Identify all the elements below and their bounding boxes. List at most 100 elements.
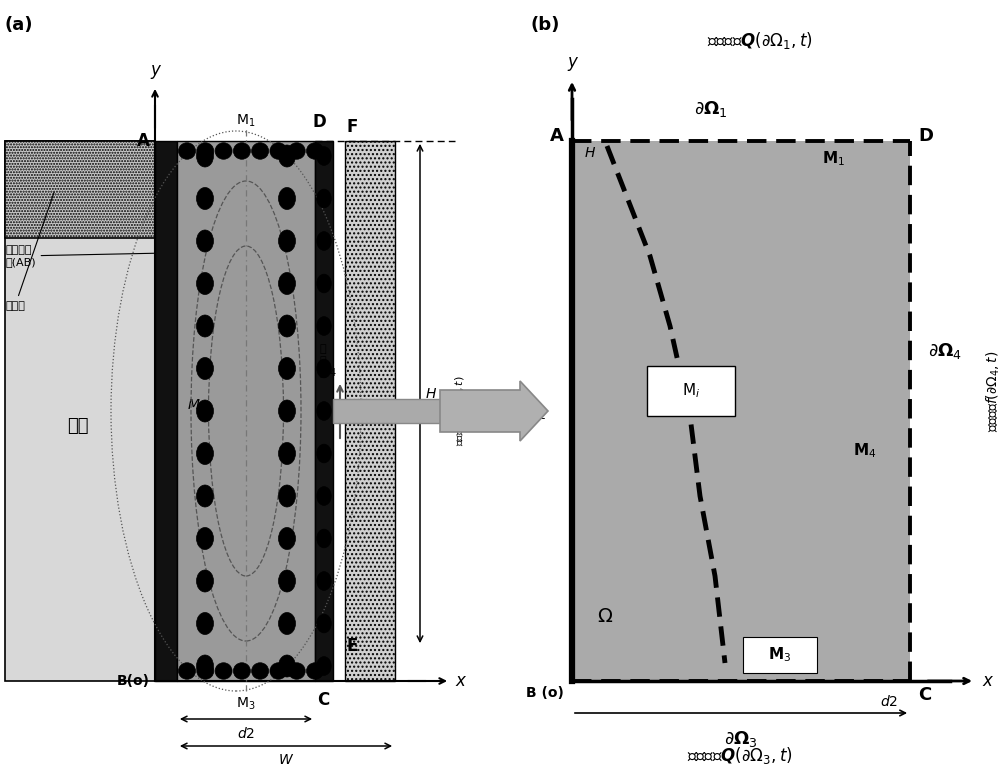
Text: x: x <box>982 672 992 690</box>
Bar <box>345 141 395 681</box>
Text: 钢液: 钢液 <box>67 417 89 435</box>
Ellipse shape <box>317 147 331 165</box>
Text: $d2$: $d2$ <box>880 694 898 709</box>
Text: $W$: $W$ <box>278 753 294 767</box>
Ellipse shape <box>317 529 331 548</box>
Text: D: D <box>918 127 933 145</box>
Ellipse shape <box>196 570 213 592</box>
Ellipse shape <box>215 143 232 159</box>
Ellipse shape <box>288 143 305 159</box>
Ellipse shape <box>317 656 331 675</box>
Ellipse shape <box>317 444 331 462</box>
Ellipse shape <box>278 442 296 465</box>
Ellipse shape <box>317 614 331 633</box>
Ellipse shape <box>196 358 213 379</box>
Text: M$_4$: M$_4$ <box>317 363 337 379</box>
Ellipse shape <box>197 143 214 159</box>
Text: $\partial\mathbf{\Omega}_2$: $\partial\mathbf{\Omega}_2$ <box>513 401 547 421</box>
Ellipse shape <box>278 230 296 252</box>
Ellipse shape <box>270 143 287 159</box>
Text: $H$: $H$ <box>425 386 437 400</box>
Ellipse shape <box>306 143 324 159</box>
Ellipse shape <box>252 143 269 159</box>
Ellipse shape <box>233 663 250 679</box>
Text: $\Omega$: $\Omega$ <box>597 607 613 625</box>
Ellipse shape <box>252 663 269 679</box>
Ellipse shape <box>317 402 331 421</box>
Ellipse shape <box>196 315 213 337</box>
Ellipse shape <box>288 663 305 679</box>
Text: M$_i$: M$_i$ <box>682 382 700 400</box>
Text: 结晶器热
面(AB): 结晶器热 面(AB) <box>5 245 154 267</box>
Text: C: C <box>918 686 931 704</box>
Ellipse shape <box>196 230 213 252</box>
Text: y: y <box>150 61 160 79</box>
Text: y: y <box>567 53 577 71</box>
Text: M$_3$: M$_3$ <box>768 646 792 664</box>
Text: M$_3$: M$_3$ <box>236 696 256 712</box>
Ellipse shape <box>215 663 232 679</box>
Ellipse shape <box>278 188 296 210</box>
Text: (a): (a) <box>5 16 34 34</box>
Ellipse shape <box>196 442 213 465</box>
Ellipse shape <box>317 572 331 591</box>
Bar <box>315 141 333 681</box>
Ellipse shape <box>178 663 196 679</box>
Ellipse shape <box>278 570 296 592</box>
FancyArrow shape <box>440 381 548 441</box>
Text: $d2$: $d2$ <box>237 726 255 741</box>
Text: 温度边界$f(\partial\Omega_4,t)$: 温度边界$f(\partial\Omega_4,t)$ <box>984 350 1000 431</box>
Ellipse shape <box>196 145 213 167</box>
Text: $\partial\mathbf{\Omega}_1$: $\partial\mathbf{\Omega}_1$ <box>694 99 728 119</box>
Text: (b): (b) <box>530 16 559 34</box>
Text: A: A <box>550 127 564 145</box>
Ellipse shape <box>196 528 213 549</box>
Ellipse shape <box>196 485 213 507</box>
Text: $H$: $H$ <box>584 146 596 160</box>
Ellipse shape <box>278 655 296 677</box>
Ellipse shape <box>317 317 331 335</box>
Text: A: A <box>137 132 150 150</box>
Text: $\partial\mathbf{\Omega}_3$: $\partial\mathbf{\Omega}_3$ <box>724 729 758 749</box>
Text: 热流密度$\boldsymbol{Q}(\partial\Omega_3,t)$: 热流密度$\boldsymbol{Q}(\partial\Omega_3,t)$ <box>687 746 793 767</box>
Ellipse shape <box>317 359 331 378</box>
Ellipse shape <box>196 655 213 677</box>
Ellipse shape <box>270 663 287 679</box>
Ellipse shape <box>278 145 296 167</box>
Text: $\partial\mathbf{\Omega}_4$: $\partial\mathbf{\Omega}_4$ <box>928 341 962 361</box>
Ellipse shape <box>278 272 296 295</box>
Ellipse shape <box>196 272 213 295</box>
Text: E: E <box>347 637 358 655</box>
Ellipse shape <box>197 663 214 679</box>
Ellipse shape <box>196 400 213 422</box>
Bar <box>177 141 315 681</box>
FancyBboxPatch shape <box>743 637 817 673</box>
Text: F: F <box>347 118 358 136</box>
Ellipse shape <box>278 485 296 507</box>
Text: 保护渣: 保护渣 <box>5 192 54 311</box>
FancyBboxPatch shape <box>647 366 735 416</box>
Ellipse shape <box>278 400 296 422</box>
Bar <box>5 141 155 681</box>
Ellipse shape <box>278 528 296 549</box>
Ellipse shape <box>196 188 213 210</box>
Text: M$_4$: M$_4$ <box>853 442 876 460</box>
Ellipse shape <box>317 274 331 293</box>
Ellipse shape <box>233 143 250 159</box>
Text: x: x <box>455 672 465 690</box>
Text: C: C <box>317 691 329 709</box>
Ellipse shape <box>317 232 331 251</box>
Bar <box>333 399 450 423</box>
Ellipse shape <box>306 663 324 679</box>
Text: B(o): B(o) <box>117 674 150 688</box>
Text: 热流密度$Q(\partial\Omega_2,t)$: 热流密度$Q(\partial\Omega_2,t)$ <box>453 376 467 446</box>
Text: M$_1$: M$_1$ <box>236 113 256 129</box>
Ellipse shape <box>278 358 296 379</box>
Bar <box>155 141 177 681</box>
Text: M$_1$: M$_1$ <box>822 149 845 168</box>
Text: M$_i$: M$_i$ <box>187 398 204 414</box>
Ellipse shape <box>317 487 331 505</box>
Ellipse shape <box>317 189 331 208</box>
Ellipse shape <box>196 612 213 635</box>
Text: D: D <box>313 113 327 131</box>
